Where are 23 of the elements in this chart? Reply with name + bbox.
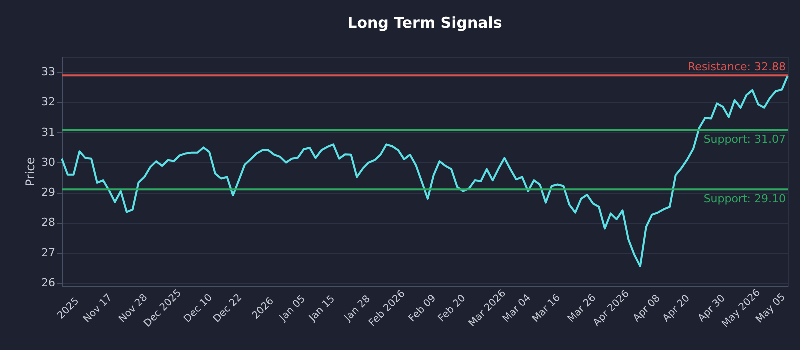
x-tick-label: Jan 05 [277, 294, 308, 325]
y-tick-label: 31 [42, 126, 56, 139]
x-tick-label: Jan 15 [306, 294, 338, 325]
y-tick-label: 26 [42, 276, 56, 290]
x-tick-label: Mar 16 [530, 292, 564, 326]
y-tick-label: 28 [42, 216, 56, 230]
y-tick-label: 27 [42, 246, 56, 260]
chart-title: Long Term Signals [348, 14, 502, 32]
ref-line-label: Support: 29.10 [704, 192, 786, 206]
ref-line-label: Support: 31.07 [704, 133, 786, 146]
line-series [61, 74, 789, 268]
ref-line-label: Resistance: 32.88 [688, 60, 786, 74]
x-tick-label: Feb 20 [436, 293, 468, 325]
y-tick-label: 32 [42, 96, 56, 109]
y-tick-label: 30 [42, 156, 56, 169]
y-tick-label: 29 [42, 186, 56, 200]
x-tick-label: Apr 08 [632, 293, 663, 324]
x-tick-label: Nov 17 [82, 292, 115, 326]
x-tick-label: Apr 20 [661, 293, 692, 324]
y-axis-title: Price [24, 157, 38, 187]
y-tick-label: 33 [42, 66, 56, 79]
x-tick-label: Feb 09 [407, 293, 439, 325]
x-tick-label: Dec 22 [212, 292, 244, 326]
